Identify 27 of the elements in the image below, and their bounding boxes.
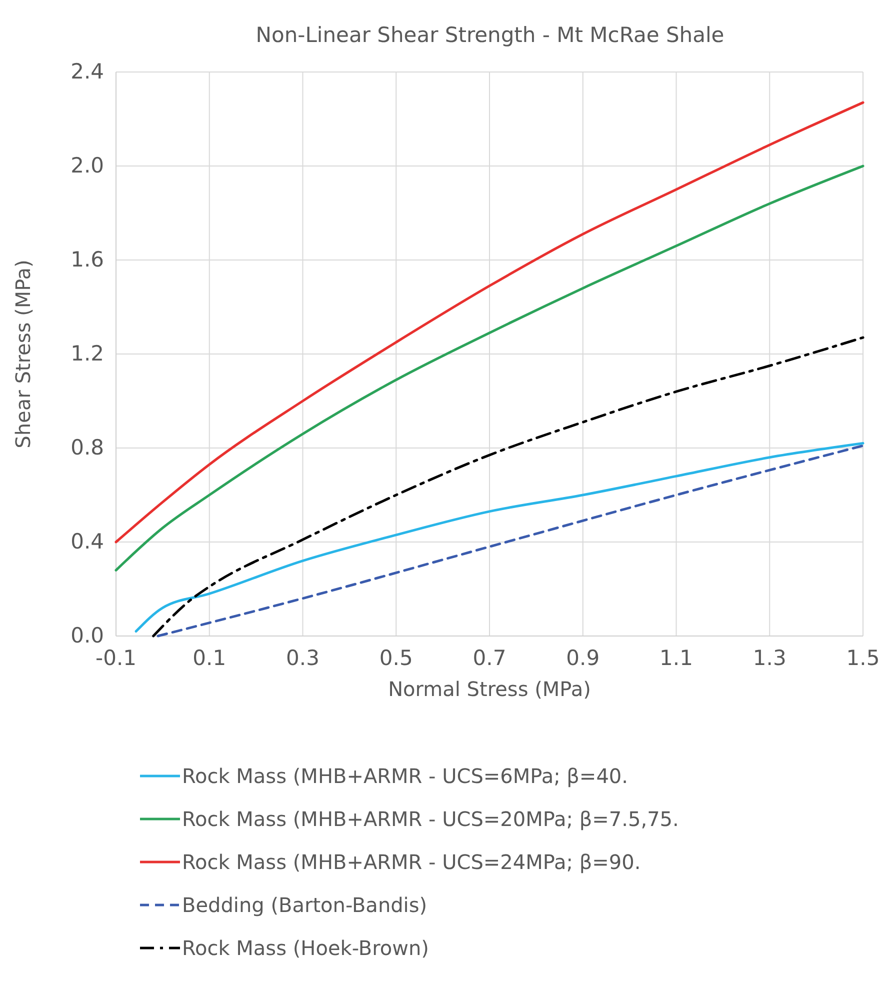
x-tick-label: 0.7: [472, 646, 506, 670]
x-tick-label: 0.5: [379, 646, 413, 670]
chart-title: Non-Linear Shear Strength - Mt McRae Shale: [256, 23, 724, 47]
x-tick-label: 1.3: [752, 646, 786, 670]
legend-label: Rock Mass (MHB+ARMR - UCS=24MPa; β=90.: [182, 850, 641, 874]
x-tick-label: 1.5: [846, 646, 880, 670]
legend-label: Rock Mass (MHB+ARMR - UCS=20MPa; β=7.5,75.: [182, 807, 679, 831]
legend-label: Rock Mass (MHB+ARMR - UCS=6MPa; β=40.: [182, 764, 628, 788]
y-tick-label: 0.4: [70, 530, 104, 554]
x-tick-label: 1.1: [660, 646, 693, 670]
x-axis-title: Normal Stress (MPa): [388, 677, 591, 701]
x-tick-label: -0.1: [96, 646, 136, 670]
y-axis-title: Shear Stress (MPa): [11, 260, 35, 448]
x-tick-label: 0.1: [192, 646, 226, 670]
y-tick-label: 2.0: [70, 154, 104, 178]
y-tick-label: 0.0: [70, 624, 104, 648]
y-tick-label: 1.2: [70, 342, 104, 366]
y-tick-label: 1.6: [70, 248, 104, 272]
x-tick-label: 0.9: [566, 646, 600, 670]
line-series: [114, 164, 864, 572]
line-series: [114, 101, 864, 544]
line-series: [152, 336, 864, 638]
legend-label: Rock Mass (Hoek-Brown): [182, 936, 429, 960]
x-tick-label: 0.3: [286, 646, 320, 670]
y-tick-label: 2.4: [70, 60, 104, 84]
legend-label: Bedding (Barton-Bandis): [182, 893, 428, 917]
y-tick-label: 0.8: [70, 436, 104, 460]
